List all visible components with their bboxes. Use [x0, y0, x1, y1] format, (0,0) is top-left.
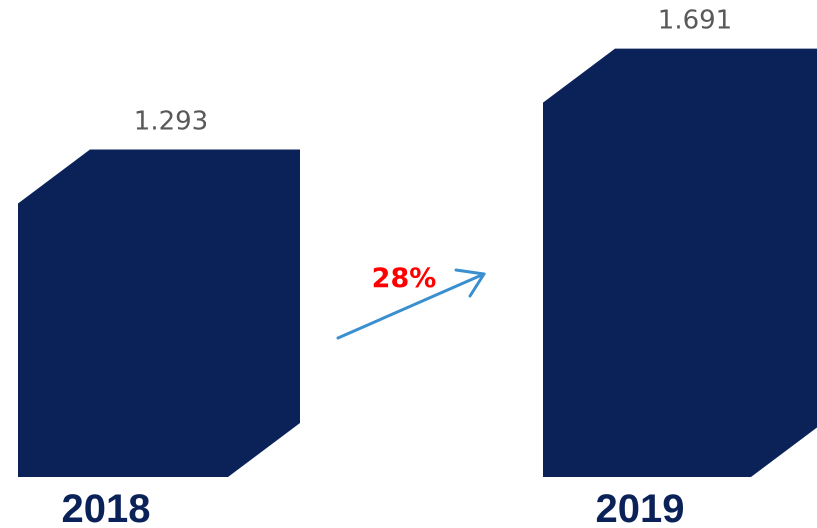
category-label-2019: 2019 — [596, 487, 685, 528]
arrow-head-icon — [454, 268, 486, 298]
change-percentage: 28% — [372, 263, 437, 294]
value-label-2018: 1.293 — [134, 106, 208, 136]
bar-2018 — [18, 149, 300, 477]
growth-arrow — [336, 268, 486, 340]
bars-group — [18, 48, 817, 477]
value-label-2019: 1.691 — [658, 6, 732, 36]
arrow-icon — [336, 272, 486, 340]
bar-2019 — [543, 48, 817, 477]
category-label-2018: 2018 — [62, 487, 151, 528]
